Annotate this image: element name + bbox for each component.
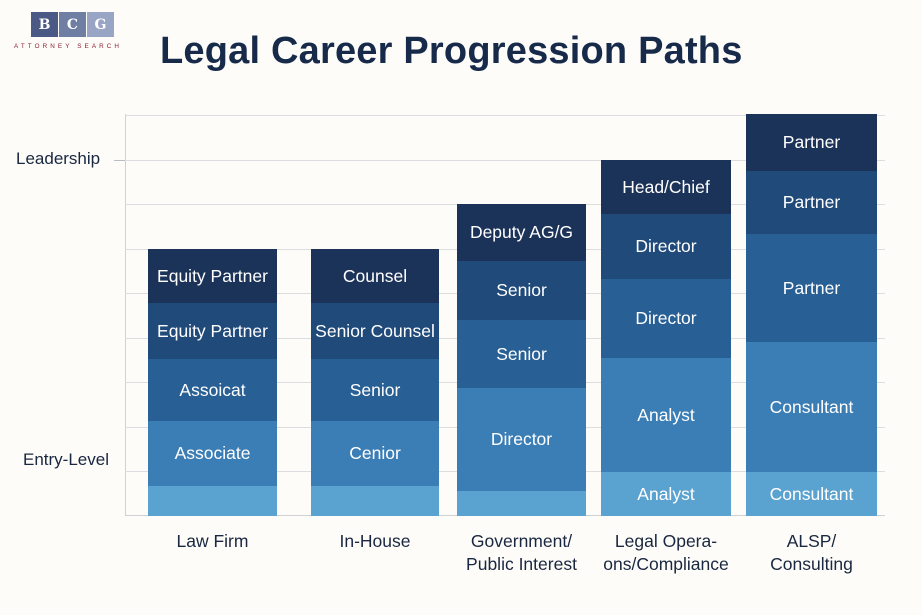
bar-legal-opera-ons-compliance: Head/Chief Director Director Analyst Analyst [601,160,731,516]
x-axis-label-line: ons/Compliance [603,554,729,574]
x-axis-label: Government/Public Interest [432,530,612,576]
bar-segment: Partner [746,234,877,342]
bar-segment: Assoicat [148,359,277,421]
x-axis-label: Legal Opera-ons/Compliance [576,530,756,576]
bar-segment: Counsel [311,249,439,303]
gridline [125,160,885,161]
logo-subtitle: ATTORNEY SEARCH [14,43,123,50]
logo-letter-b: B [31,12,58,37]
bar-segment: Cenior [311,421,439,486]
bar-segment: Director [601,214,731,279]
bar-segment [457,491,586,516]
x-axis-label-line: Consulting [770,554,853,574]
gridline [125,115,885,116]
x-axis-label: ALSP/Consulting [722,530,902,576]
bar-segment: Consultant [746,342,877,472]
x-axis-label-line: Legal Opera- [614,531,718,551]
bcg-logo: B C G ATTORNEY SEARCH [14,12,119,50]
y-label-entry-level: Entry-Level [23,450,109,469]
bar-segment: Director [457,388,586,491]
bar-segment: Head/Chief [601,160,731,214]
x-axis-label-line: In-House [339,531,411,551]
x-axis-label: Law Firm [123,530,303,553]
bar-segment: Senior [457,320,586,388]
bar-segment: Analyst [601,358,731,472]
x-axis-label-line: Law Firm [176,531,249,551]
bar-law-firm: Equity Partner Equity Partner Assoicat Asso… [148,249,277,516]
logo-letter-g: G [87,12,114,37]
bar-segment: Senior [457,261,586,320]
bar-segment: Deputy AG/G [457,204,586,261]
bar-segment: Senior [311,359,439,421]
bar-segment: Equity Partner [148,303,277,359]
x-axis-label-line: ALSP/ [786,531,837,551]
bar-segment: Partner [746,171,877,234]
y-axis-line [125,114,126,516]
bar-in-house: Counsel Senior Counsel Senior Cenior [311,249,439,516]
bar-government-public-interest: Deputy AG/G Senior Senior Director [457,204,586,516]
x-axis-label-line: Public Interest [466,554,577,574]
x-axis-label: In-House [285,530,465,553]
bar-alsp-consulting: Partner Partner Partner Consultant Consultan… [746,114,877,516]
bar-segment: Senior Counsel [311,303,439,359]
logo-letter-c: C [59,12,86,37]
bar-segment [148,486,277,516]
bar-segment: Consultant [746,472,877,516]
bar-segment: Analyst [601,472,731,516]
x-axis-label-line: Government/ [470,531,573,551]
bar-segment [311,486,439,516]
bar-segment: Associate [148,421,277,486]
bar-segment: Director [601,279,731,358]
y-label-leadership: Leadership [16,149,101,168]
logo-letter-boxes: B C G [31,12,117,37]
leadership-tick [114,160,125,161]
bar-segment: Partner [746,114,877,171]
bar-segment: Equity Partner [148,249,277,303]
chart-title: Legal Career Progression Paths [160,30,743,72]
